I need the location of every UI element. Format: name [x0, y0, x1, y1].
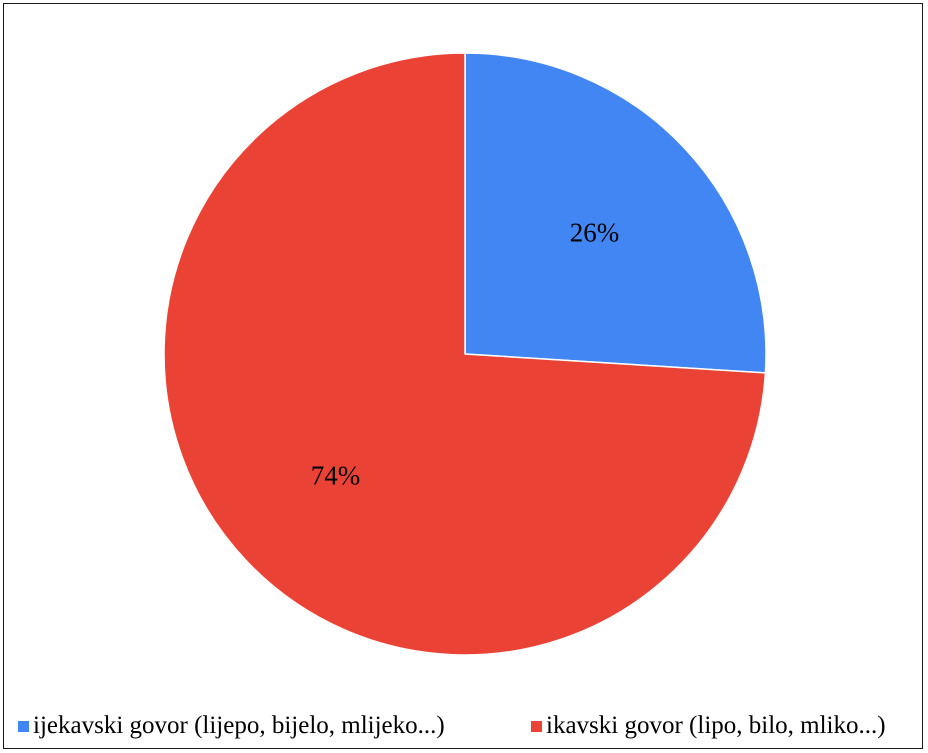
legend-swatch-ikavski [531, 720, 542, 732]
legend-label-ikavski: ikavski govor (lipo, bilo, mliko...) [546, 712, 886, 739]
pie-slice-ikavski [163, 52, 767, 656]
legend-item-ijekavski: ijekavski govor (lijepo, bijelo, mlijeko… [18, 712, 445, 740]
legend: ijekavski govor (lijepo, bijelo, mlijeko… [0, 712, 928, 753]
pie-slice-ijekavski [464, 52, 767, 374]
legend-label-ijekavski: ijekavski govor (lijepo, bijelo, mlijeko… [33, 712, 445, 739]
pie-label-ikavski: 74% [311, 461, 361, 491]
legend-swatch-ijekavski [18, 720, 29, 732]
legend-item-ikavski: ikavski govor (lipo, bilo, mliko...) [531, 712, 886, 740]
pie-label-ijekavski: 26% [570, 217, 620, 247]
